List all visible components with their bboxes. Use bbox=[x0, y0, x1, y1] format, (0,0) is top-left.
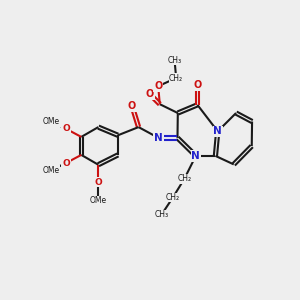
Text: O: O bbox=[193, 80, 202, 90]
Text: CH₃: CH₃ bbox=[154, 210, 169, 219]
Text: O: O bbox=[62, 124, 70, 133]
Text: CH₂: CH₂ bbox=[166, 193, 180, 202]
Text: N: N bbox=[191, 151, 200, 161]
Text: OMe: OMe bbox=[42, 117, 60, 126]
Text: N: N bbox=[213, 126, 222, 136]
Text: N: N bbox=[154, 133, 163, 143]
Text: O: O bbox=[94, 178, 102, 187]
Text: CH₂: CH₂ bbox=[169, 74, 183, 82]
Text: O: O bbox=[154, 81, 162, 91]
Text: O: O bbox=[62, 159, 70, 168]
Text: OMe: OMe bbox=[43, 117, 60, 126]
Text: O: O bbox=[128, 101, 136, 111]
Text: CH₃: CH₃ bbox=[167, 56, 182, 64]
Text: OMe: OMe bbox=[90, 196, 107, 205]
Text: OMe: OMe bbox=[43, 166, 60, 175]
Text: CH₂: CH₂ bbox=[177, 174, 191, 183]
Text: O: O bbox=[146, 89, 154, 99]
